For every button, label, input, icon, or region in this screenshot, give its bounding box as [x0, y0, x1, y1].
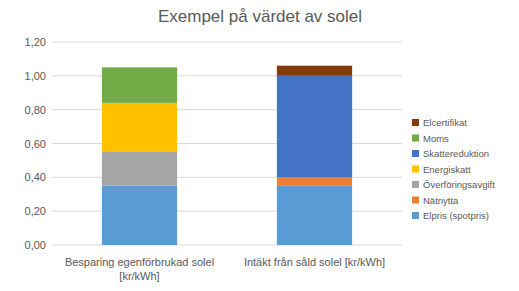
bar-segment: [102, 103, 177, 152]
y-tick-label: 0,40: [25, 171, 46, 183]
bar-segment: [102, 67, 177, 68]
legend-label: Elcertifikat: [423, 117, 467, 128]
x-tick-label: Besparing egenförbrukad solel [kr/kWh]: [65, 256, 214, 282]
legend-swatch: [412, 212, 419, 219]
legend-label: Överföringsavgift: [423, 179, 495, 190]
bars: [102, 66, 352, 245]
x-tick-line: Besparing egenförbrukad solel: [65, 256, 214, 268]
y-tick-label: 1,20: [25, 36, 46, 48]
bar-segment: [102, 186, 177, 245]
x-tick-line: [kr/kWh]: [119, 270, 159, 282]
bar-segment: [277, 177, 352, 185]
legend-label: Skattereduktion: [423, 148, 489, 159]
bar-segment: [102, 152, 177, 186]
y-tick-label: 0,00: [25, 239, 46, 251]
bar-segment: [277, 66, 352, 76]
legend-swatch: [412, 135, 419, 142]
legend-swatch: [412, 181, 419, 188]
bar-segment: [102, 67, 177, 103]
legend-label: Nätnytta: [423, 195, 459, 206]
y-tick-label: 0,60: [25, 138, 46, 150]
chart: Exempel på värdet av solel 0,00 0,20 0,40 0,…: [0, 0, 519, 291]
legend-label: Elpris (spotpris): [423, 210, 489, 221]
y-tick-label: 0,20: [25, 205, 46, 217]
y-tick-label: 1,00: [25, 70, 46, 82]
legend-swatch: [412, 197, 419, 204]
legend-label: Moms: [423, 133, 449, 144]
legend-label: Energiskatt: [423, 164, 471, 175]
x-tick-label: Intäkt från såld solel [kr/kWh]: [244, 256, 385, 268]
legend-swatch: [412, 150, 419, 157]
legend-swatch: [412, 119, 419, 126]
bar-segment: [277, 186, 352, 245]
legend-swatch: [412, 166, 419, 173]
grid-line: [52, 42, 402, 43]
title: Exempel på värdet av solel: [158, 7, 362, 26]
x-tick-line: Intäkt från såld solel [kr/kWh]: [244, 256, 385, 268]
bar-segment: [277, 76, 352, 178]
y-tick-label: 0,80: [25, 104, 46, 116]
